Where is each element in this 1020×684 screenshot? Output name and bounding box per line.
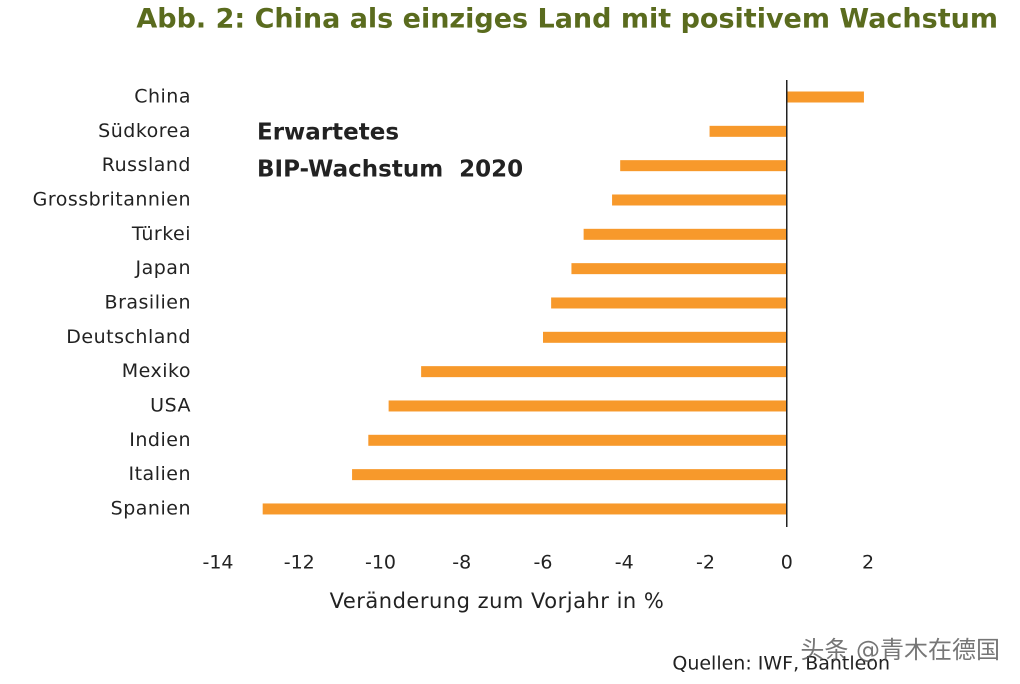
y-tick-label: Türkei xyxy=(131,223,191,245)
bar xyxy=(612,194,787,206)
watermark: 头条 @青木在德国 xyxy=(800,636,1000,664)
x-tick-label: 2 xyxy=(862,552,874,574)
y-tick-label: Italien xyxy=(129,463,192,485)
x-tick-label: -6 xyxy=(534,552,553,574)
y-tick-label: Japan xyxy=(135,257,192,279)
source: Quellen: IWF, Bantleon xyxy=(672,653,890,675)
bar xyxy=(709,125,787,137)
bar xyxy=(262,503,787,515)
y-tick-label: Mexiko xyxy=(122,360,191,382)
bar xyxy=(388,400,787,412)
bar xyxy=(551,297,787,309)
chart-title: Abb. 2: China als einziges Land mit posi… xyxy=(136,4,998,35)
x-tick-label: -14 xyxy=(202,552,233,574)
bar xyxy=(543,331,787,343)
y-tick-label: Brasilien xyxy=(105,291,191,313)
y-tick-label: Indien xyxy=(129,429,191,451)
bar xyxy=(620,160,787,172)
y-tick-label: Russland xyxy=(102,154,191,176)
y-tick-label: Grossbritannien xyxy=(33,188,191,210)
bar xyxy=(571,263,787,275)
bar xyxy=(786,91,864,103)
bar xyxy=(421,366,787,378)
x-tick-label: -4 xyxy=(615,552,634,574)
y-tick-label: USA xyxy=(150,394,191,416)
annotation: Erwartetes xyxy=(257,120,399,146)
y-tick-label: Spanien xyxy=(111,497,191,519)
x-tick-label: -8 xyxy=(452,552,471,574)
y-tick-label: Südkorea xyxy=(98,120,191,142)
x-tick-label: -12 xyxy=(284,552,315,574)
bar xyxy=(368,434,787,446)
annotation: BIP-Wachstum 2020 xyxy=(257,157,523,183)
x-tick-label: -10 xyxy=(365,552,396,574)
bar xyxy=(352,469,787,481)
y-tick-label: China xyxy=(134,86,191,108)
x-tick-label: 0 xyxy=(781,552,793,574)
x-tick-label: -2 xyxy=(696,552,715,574)
x-axis-label: Veränderung zum Vorjahr in % xyxy=(330,589,665,613)
y-tick-label: Deutschland xyxy=(66,326,191,348)
bar xyxy=(583,228,787,240)
